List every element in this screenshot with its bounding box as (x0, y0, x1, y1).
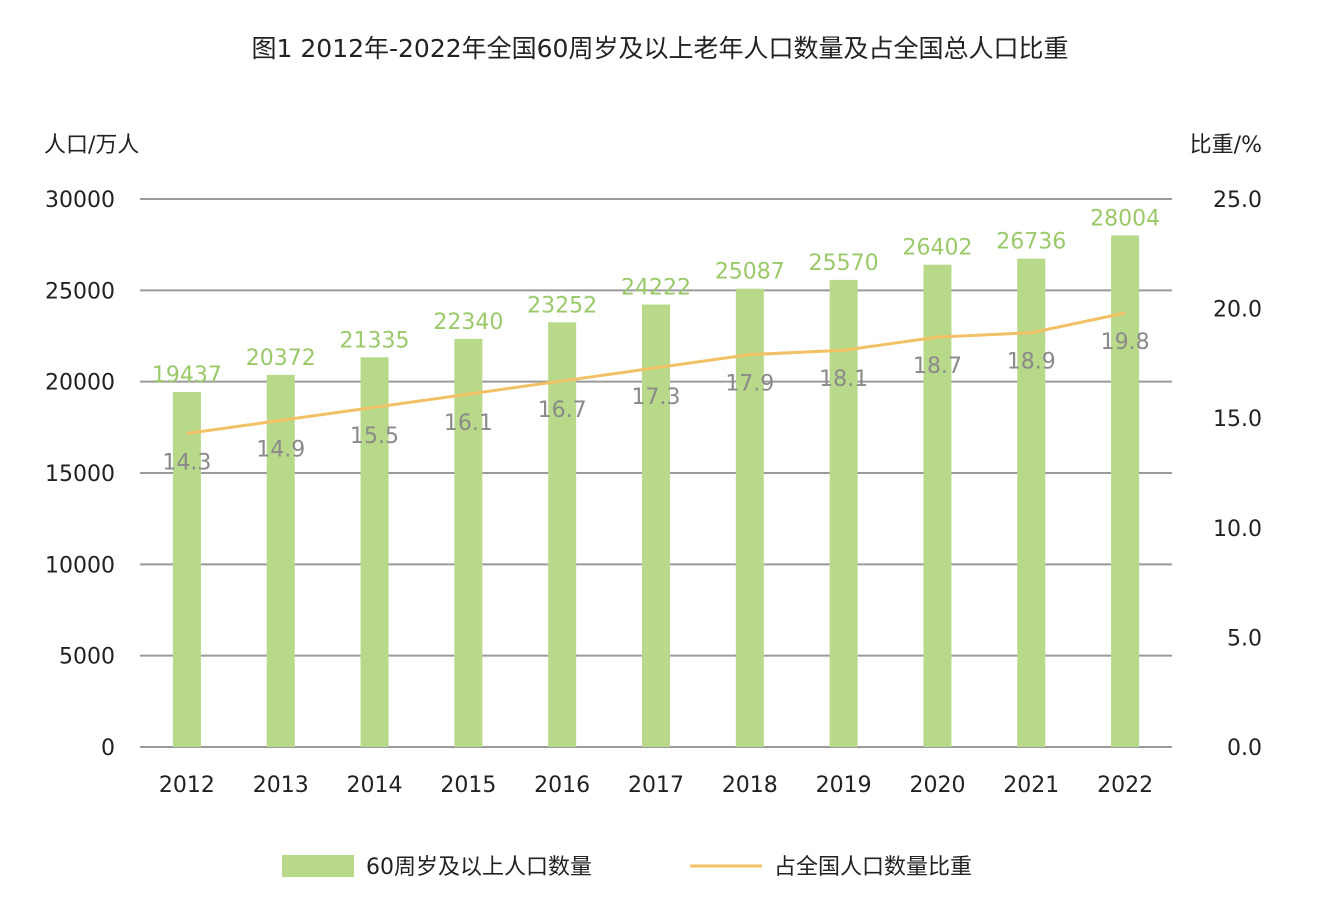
bar-label: 22340 (433, 310, 503, 335)
x-axis-ticks: 2012 2013 2014 2015 2016 2017 2018 2019 2020 2021… (159, 773, 1153, 798)
bar (548, 322, 577, 747)
line-label: 14.3 (162, 451, 211, 476)
bar (454, 338, 483, 747)
bar-label: 26736 (996, 230, 1066, 255)
x-tick-label: 2012 (159, 773, 215, 798)
right-tick-label: 10.0 (1213, 517, 1262, 542)
right-axis-label: 比重/% (1190, 133, 1262, 158)
legend-bar-label: 60周岁及以上人口数量 (366, 855, 592, 880)
left-tick-label: 5000 (59, 645, 115, 670)
line-data-labels: 14.3 14.9 15.5 16.1 16.7 17.3 17.9 18.1 18.7 18.9… (162, 330, 1149, 476)
right-tick-label: 15.0 (1213, 407, 1262, 432)
bar (642, 304, 670, 747)
bar-label: 28004 (1090, 206, 1160, 231)
right-tick-label: 0.0 (1227, 736, 1262, 761)
x-tick-label: 2022 (1097, 773, 1153, 798)
chart-title: 图1 2012年-2022年全国60周岁及以上老年人口数量及占全国总人口比重 (252, 34, 1069, 63)
right-axis-ticks: 0.0 5.0 10.0 15.0 20.0 25.0 (1213, 188, 1262, 761)
bar (1111, 235, 1140, 747)
left-tick-label: 30000 (45, 188, 115, 213)
bar (923, 264, 952, 747)
bar (360, 357, 389, 747)
bar (266, 374, 295, 747)
left-tick-label: 10000 (45, 553, 115, 578)
bar-label: 25570 (809, 251, 879, 276)
right-tick-label: 25.0 (1213, 188, 1262, 213)
x-tick-label: 2013 (253, 773, 309, 798)
line-label: 18.7 (913, 354, 962, 379)
right-tick-label: 5.0 (1227, 626, 1262, 651)
bar-series (172, 235, 1140, 747)
bar (829, 279, 858, 747)
bar-label: 24222 (621, 276, 691, 301)
legend-line-label: 占全国人口数量比重 (774, 855, 972, 880)
left-axis-ticks: 0 5000 10000 15000 20000 25000 30000 (45, 188, 115, 761)
bar-label: 25087 (715, 260, 785, 285)
line-label: 16.1 (444, 411, 493, 436)
bar-label: 26402 (902, 236, 972, 261)
left-tick-label: 0 (101, 736, 115, 761)
left-tick-label: 25000 (45, 279, 115, 304)
x-tick-label: 2021 (1003, 773, 1059, 798)
line-label: 18.9 (1007, 350, 1056, 375)
x-tick-label: 2020 (909, 773, 965, 798)
x-tick-label: 2014 (347, 773, 403, 798)
bar-data-labels: 19437 20372 21335 22340 23252 24222 25087 25570… (152, 206, 1160, 387)
line-label: 15.5 (350, 424, 399, 449)
legend: 60周岁及以上人口数量 占全国人口数量比重 (282, 855, 972, 880)
bar (1017, 258, 1046, 747)
bar-label: 21335 (340, 328, 410, 353)
bar-label: 23252 (527, 293, 597, 318)
x-tick-label: 2015 (440, 773, 496, 798)
bar-label: 20372 (246, 346, 316, 371)
bar (172, 391, 201, 747)
legend-bar-swatch (282, 855, 354, 877)
bar-label: 19437 (152, 363, 222, 388)
left-axis-label: 人口/万人 (44, 133, 139, 158)
left-tick-label: 20000 (45, 371, 115, 396)
x-tick-label: 2017 (628, 773, 684, 798)
line-label: 18.1 (819, 367, 868, 392)
line-label: 17.9 (725, 372, 774, 397)
right-tick-label: 20.0 (1213, 298, 1262, 323)
series-line (186, 311, 1126, 436)
line-label: 19.8 (1101, 330, 1150, 355)
line-label: 16.7 (538, 398, 587, 423)
bar (735, 288, 764, 747)
x-tick-label: 2016 (534, 773, 590, 798)
line-label: 14.9 (256, 437, 305, 462)
line-label: 17.3 (632, 385, 681, 410)
x-tick-label: 2018 (722, 773, 778, 798)
line-series (186, 311, 1126, 436)
left-tick-label: 15000 (45, 462, 115, 487)
x-tick-label: 2019 (816, 773, 872, 798)
